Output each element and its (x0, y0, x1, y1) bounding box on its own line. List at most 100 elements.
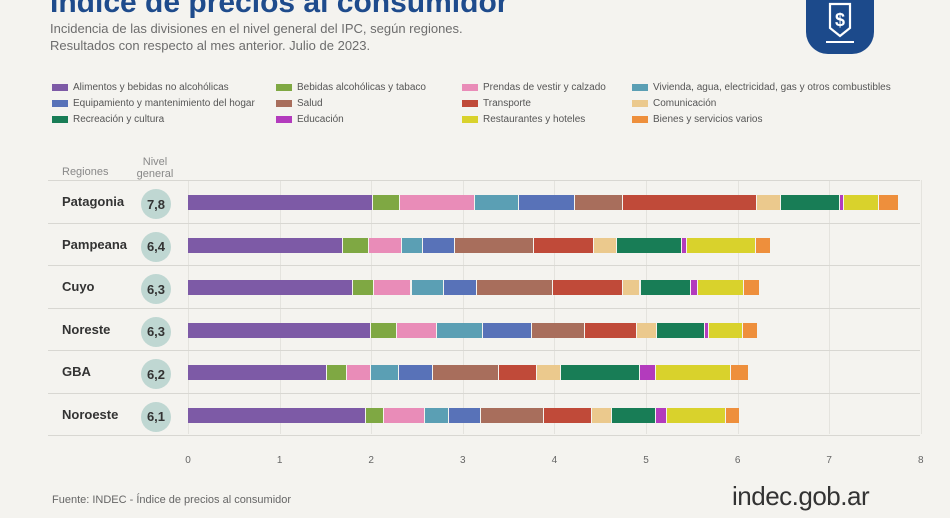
legend-item: Restaurantes y hoteles (462, 114, 585, 125)
bar-segment (553, 280, 623, 295)
brand-logo-text: indec.gob.ar (732, 481, 870, 511)
bar-segment (425, 407, 449, 423)
bar-segment (443, 280, 476, 295)
bar-segment (687, 237, 755, 253)
bar-segment (327, 365, 347, 380)
bar-segment (188, 407, 365, 423)
legend-swatch (462, 100, 478, 107)
region-label: Cuyo (62, 279, 95, 294)
bar-segment (369, 237, 402, 253)
legend-swatch (462, 116, 478, 123)
bar-segment (188, 322, 371, 338)
bar-segment (681, 237, 687, 253)
bar-segment (656, 365, 731, 380)
legend-label: Comunicación (653, 98, 717, 109)
dollar-icon: $ (826, 2, 854, 43)
region-label: GBA (62, 364, 91, 379)
bar-segment (698, 280, 743, 295)
legend-label: Prendas de vestir y calzado (483, 82, 606, 93)
bar-segment (584, 322, 636, 338)
nivel-general-header: Nivel general (134, 156, 176, 180)
bar-segment (474, 195, 518, 210)
legend-item: Salud (276, 98, 323, 109)
region-row: Patagonia 7,8 (48, 180, 920, 223)
legend-swatch (462, 84, 478, 91)
bar-segment (499, 365, 536, 380)
bar-segment (402, 237, 423, 253)
gridline (737, 180, 739, 434)
legend-swatch (52, 116, 68, 123)
bar-segment (878, 195, 898, 210)
bar-segment (373, 280, 411, 295)
legend-item: Recreación y cultura (52, 114, 164, 125)
bar-segment (755, 237, 771, 253)
bar-segment (575, 195, 623, 210)
bar-segment (623, 195, 756, 210)
bar-segment (188, 365, 327, 380)
bar-segment (840, 195, 843, 210)
nivel-general-badge: 6,4 (141, 231, 171, 262)
legend-swatch (52, 100, 68, 107)
nivel-header-line-1: Nivel (142, 156, 168, 168)
legend-item: Transporte (462, 98, 531, 109)
x-tick-label: 7 (826, 455, 832, 466)
nivel-general-badge: 6,1 (141, 401, 171, 432)
legend-label: Restaurantes y hoteles (483, 114, 586, 125)
bar-segment (536, 365, 560, 380)
bar-segment (780, 195, 840, 210)
bar-segment (532, 322, 584, 338)
gridline (188, 180, 189, 434)
bar-segment (640, 280, 690, 295)
bar-segment (481, 407, 544, 423)
nivel-general-badge: 6,2 (141, 359, 171, 389)
bar-segment (616, 237, 681, 253)
legend-swatch (276, 84, 292, 91)
gridline (646, 180, 647, 434)
bar-segment (384, 407, 425, 423)
region-row: Noroeste 6,1 (48, 392, 920, 436)
bar-segment (534, 237, 593, 253)
bar-segment (704, 322, 709, 338)
bar-segment (591, 407, 612, 423)
legend-swatch (632, 116, 648, 123)
bar-segment (411, 280, 443, 295)
bar-segment (731, 365, 748, 380)
source-note: Fuente: INDEC - Índice de precios al con… (52, 494, 292, 506)
bar-segment (743, 322, 757, 338)
legend-swatch (632, 84, 648, 91)
region-row: Cuyo 6,3 (48, 265, 920, 308)
region-row: Noreste 6,3 (48, 307, 920, 351)
bar-segment (709, 322, 743, 338)
bar-segment (371, 322, 396, 338)
regiones-header: Regiones (62, 166, 109, 178)
bar-segment (365, 407, 384, 423)
legend-swatch (276, 100, 292, 107)
bar-segment (639, 365, 656, 380)
legend-label: Transporte (483, 98, 531, 109)
page-title: Índice de precios al consumidor (50, 0, 509, 19)
legend-item: Vivienda, agua, electricidad, gas y otro… (632, 82, 891, 93)
bar-segment (656, 322, 704, 338)
legend-label: Salud (297, 98, 323, 109)
bar-segment (188, 280, 352, 295)
legend-item: Comunicación (632, 98, 716, 109)
bar-segment (342, 237, 369, 253)
gridline (371, 180, 373, 434)
gridline (279, 180, 281, 434)
region-row: Pampeana 6,4 (48, 222, 920, 266)
bar-segment (544, 407, 591, 423)
gridline (462, 180, 464, 434)
legend-item: Alimentos y bebidas no alcohólicas (52, 82, 229, 93)
legend-swatch (52, 84, 68, 91)
bar-segment (188, 237, 342, 253)
legend-label: Alimentos y bebidas no alcohólicas (73, 82, 229, 93)
x-tick-label: 1 (276, 455, 283, 466)
legend-item: Prendas de vestir y calzado (462, 82, 606, 93)
bar-segment (423, 237, 455, 253)
bar-segment (399, 195, 474, 210)
nivel-header-line-2: general (136, 168, 174, 180)
gridline (554, 180, 556, 434)
legend-item: Educación (276, 114, 344, 125)
bar-segment (398, 365, 432, 380)
x-tick-label: 6 (734, 455, 741, 466)
